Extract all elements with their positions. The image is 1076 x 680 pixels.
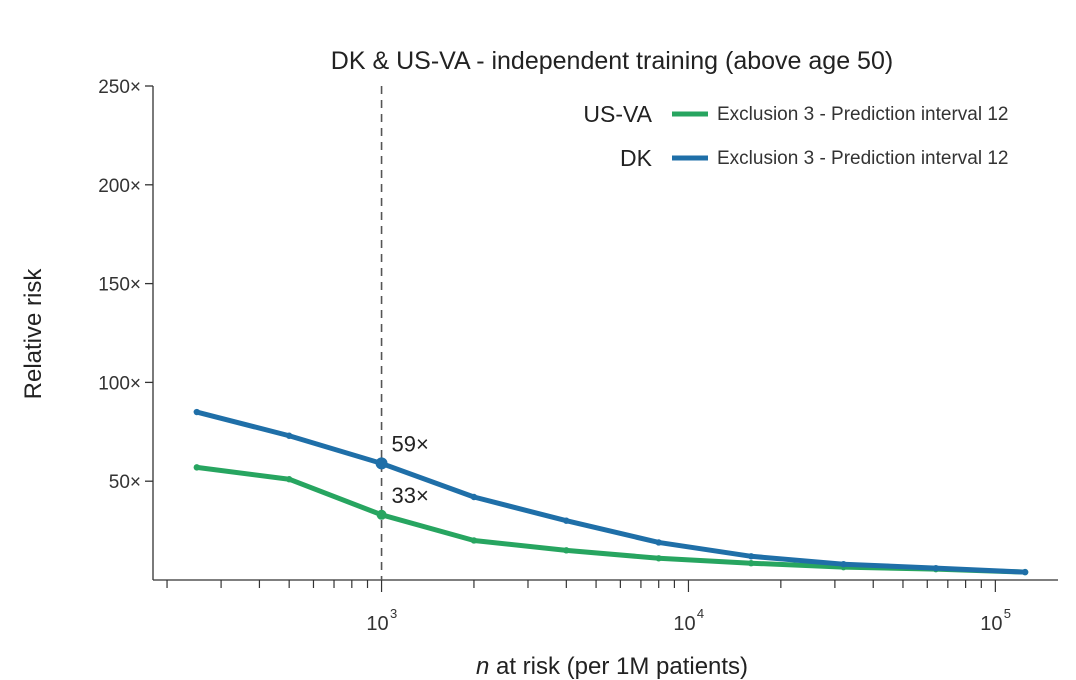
- series-line-usva: [194, 464, 1028, 575]
- x-axis-label: n at risk (per 1M patients): [476, 653, 748, 680]
- y-tick-label: 150×: [98, 275, 141, 296]
- y-tick-label: 50×: [109, 472, 141, 493]
- series-layer: [193, 408, 1029, 576]
- data-point-dk: [932, 564, 940, 572]
- x-axis-label-italic: n: [476, 653, 489, 680]
- chart-title: DK & US-VA - independent training (above…: [331, 47, 893, 75]
- x-tick-exponent: 5: [1004, 606, 1011, 621]
- data-point-dk: [655, 539, 662, 546]
- data-point-dk: [1021, 568, 1029, 576]
- x-tick-label: 10: [366, 613, 388, 635]
- x-tick-exponent: 4: [697, 606, 704, 621]
- data-point-usva: [470, 537, 478, 544]
- data-point-usva: [193, 464, 200, 471]
- data-point-dk: [470, 493, 478, 501]
- legend-entry-usva: Exclusion 3 - Prediction interval 12: [717, 104, 1008, 125]
- y-tick-label: 100×: [98, 373, 141, 394]
- y-tick-label: 200×: [98, 176, 141, 197]
- legend-series-label-dk: DK: [620, 145, 653, 171]
- data-point-usva: [747, 560, 755, 567]
- y-tick-label: 250×: [98, 77, 141, 98]
- x-tick-label: 10: [673, 613, 695, 635]
- data-point-dk: [840, 560, 847, 568]
- x-tick-exponent: 3: [390, 606, 397, 621]
- x-tick-label: 10: [980, 613, 1002, 635]
- x-ticks: 10 3 10 4 10 5: [166, 580, 1011, 635]
- legend-entry-dk: Exclusion 3 - Prediction interval 12: [717, 148, 1008, 169]
- data-point-dk: [285, 432, 293, 439]
- legend: US-VA Exclusion 3 - Prediction interval …: [583, 101, 1008, 171]
- data-point-usva: [285, 476, 293, 483]
- y-axis-label: Relative risk: [20, 268, 47, 400]
- data-point-usva: [376, 509, 387, 520]
- data-point-usva: [655, 555, 662, 562]
- x-axis-label-rest: at risk (per 1M patients): [489, 653, 748, 680]
- y-ticks: 50× 100× 150× 200× 250×: [98, 77, 153, 493]
- annotation-layer: 59× 33×: [392, 431, 429, 507]
- data-point-dk: [563, 517, 570, 524]
- data-point-dk: [193, 408, 200, 416]
- data-point-dk: [375, 457, 388, 470]
- data-point-dk: [747, 553, 755, 560]
- annotation-usva: 33×: [392, 483, 429, 508]
- legend-series-label-usva: US-VA: [583, 101, 652, 127]
- data-point-usva: [563, 547, 570, 554]
- annotation-dk: 59×: [392, 431, 429, 456]
- series-line-dk: [194, 409, 1028, 575]
